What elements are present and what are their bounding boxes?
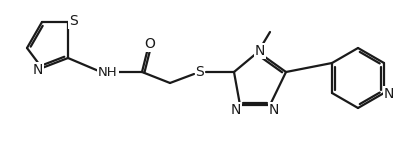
Text: S: S — [68, 14, 77, 28]
Text: N: N — [255, 44, 265, 58]
Text: O: O — [144, 37, 155, 51]
Text: N: N — [231, 103, 241, 117]
Text: N: N — [384, 87, 394, 101]
Text: N: N — [33, 63, 43, 77]
Text: NH: NH — [98, 66, 118, 78]
Text: N: N — [269, 103, 279, 117]
Text: S: S — [196, 65, 205, 79]
